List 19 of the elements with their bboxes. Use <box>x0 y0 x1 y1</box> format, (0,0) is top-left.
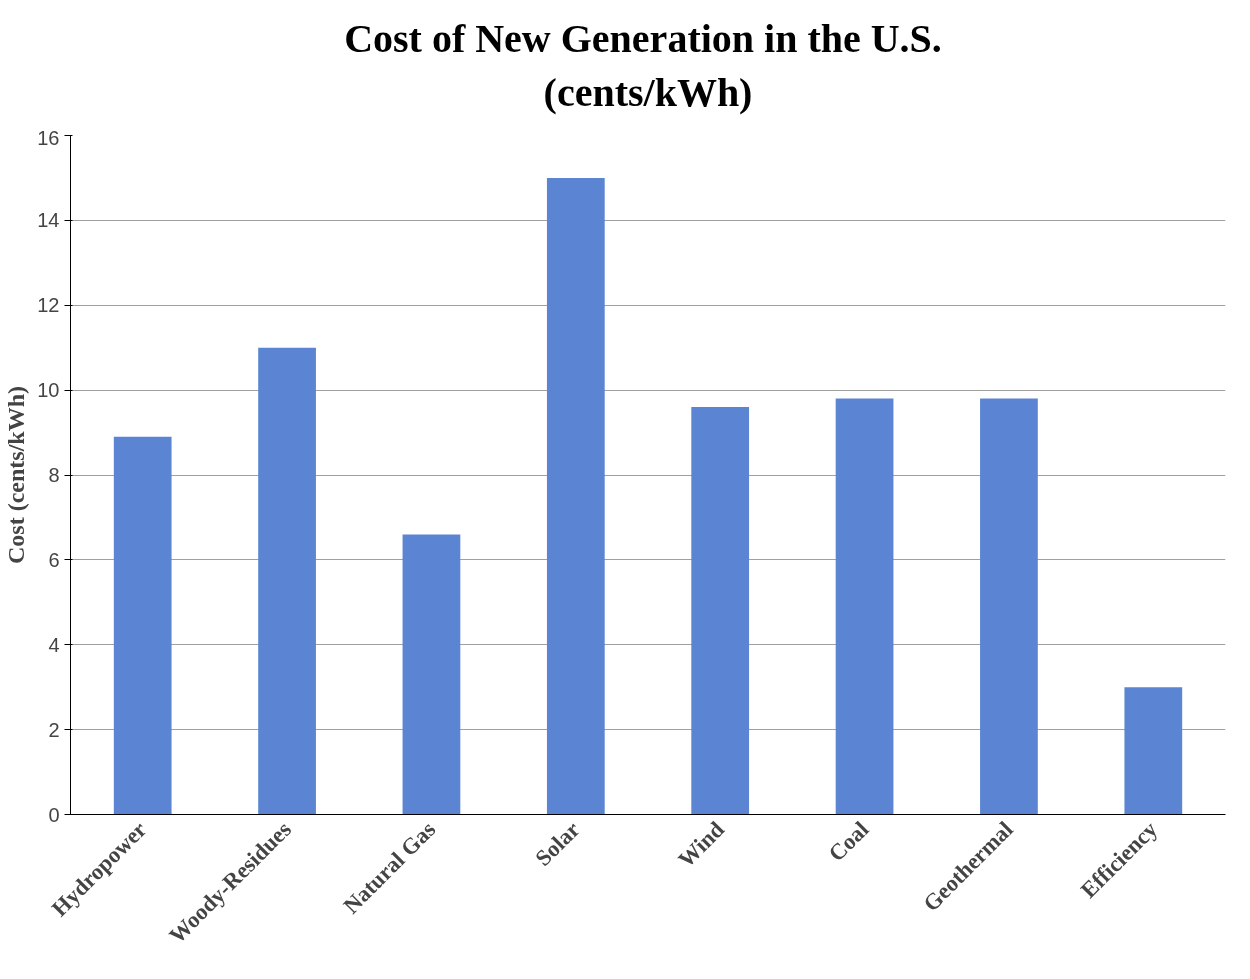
bar <box>691 407 750 815</box>
y-tick-label: 2 <box>48 718 60 741</box>
bar <box>258 347 316 815</box>
bar <box>113 436 172 815</box>
y-tick-label: 4 <box>48 633 60 656</box>
y-tick-label: 8 <box>48 464 60 486</box>
y-tick-label: 14 <box>37 209 60 232</box>
y-tick-label: 10 <box>37 379 60 402</box>
bar <box>402 534 461 815</box>
y-tick-label: 6 <box>48 548 60 571</box>
bar <box>1124 687 1183 815</box>
bar <box>980 398 1038 815</box>
bar <box>835 398 894 815</box>
y-tick-label: 16 <box>37 126 60 149</box>
bar <box>546 177 605 815</box>
y-axis-title: Cost (cents/kWh) <box>3 386 30 564</box>
chart-title: Cost of New Generation in the U.S. (cents/kWh) <box>344 16 942 115</box>
y-tick-label: 12 <box>37 294 60 317</box>
y-tick-label: 0 <box>48 803 60 826</box>
